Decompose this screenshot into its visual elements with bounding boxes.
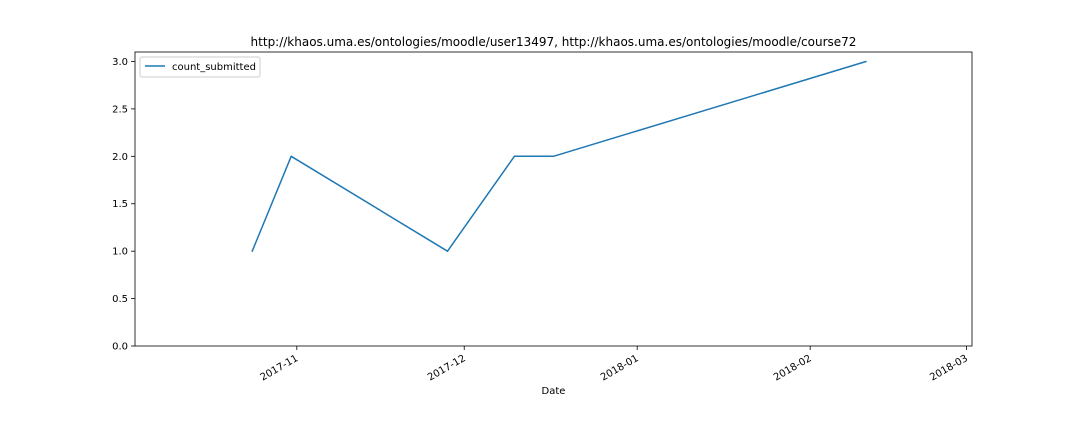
data-point bbox=[290, 155, 292, 158]
data-point bbox=[552, 155, 555, 158]
x-tick-label: 2018-01 bbox=[599, 353, 641, 383]
y-tick-label: 0.5 bbox=[112, 294, 128, 305]
y-tick-label: 1.5 bbox=[112, 199, 128, 210]
series-line-count_submitted bbox=[251, 60, 867, 252]
x-tick-label: 2018-02 bbox=[772, 353, 814, 383]
legend-label: count_submitted bbox=[172, 62, 256, 73]
data-point bbox=[446, 250, 449, 252]
data-point bbox=[865, 60, 867, 63]
x-tick-label: 2018-03 bbox=[928, 353, 970, 383]
chart-title: http://khaos.uma.es/ontologies/moodle/us… bbox=[251, 35, 857, 49]
x-tick-label: 2017-12 bbox=[426, 353, 468, 383]
axes-frame bbox=[134, 51, 973, 347]
y-tick-label: 0.0 bbox=[112, 342, 128, 353]
x-axis: 2017-11 2017-12 2018-01 2018-02 2018-03 bbox=[259, 346, 970, 383]
y-axis: 0.0 0.5 1.0 1.5 2.0 2.5 3.0 bbox=[112, 57, 135, 353]
y-tick-label: 1.0 bbox=[112, 247, 128, 258]
legend: count_submitted bbox=[139, 56, 261, 78]
data-point bbox=[513, 155, 516, 158]
legend-box bbox=[139, 56, 261, 78]
y-tick-label: 2.0 bbox=[112, 152, 128, 163]
data-point bbox=[251, 250, 253, 252]
x-tick-label: 2017-11 bbox=[259, 353, 301, 383]
y-tick-label: 3.0 bbox=[112, 57, 128, 68]
plot-area bbox=[251, 60, 867, 252]
y-tick-label: 2.5 bbox=[112, 104, 128, 115]
x-axis-label: Date bbox=[542, 386, 566, 397]
